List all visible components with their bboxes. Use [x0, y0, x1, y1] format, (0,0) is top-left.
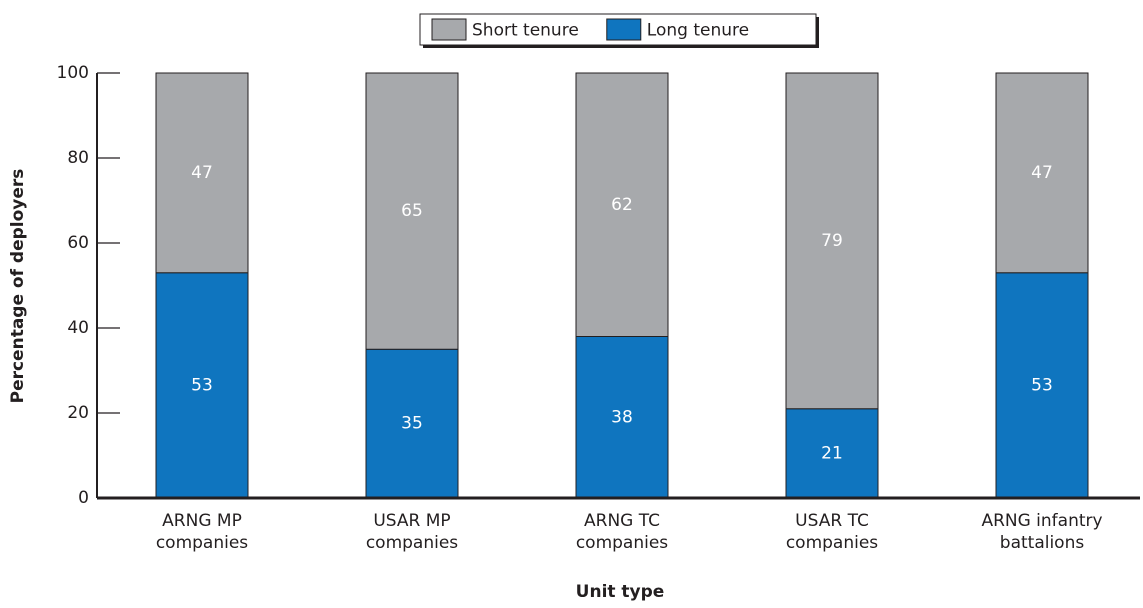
bar-segment	[575, 72, 669, 337]
x-tick-label: USAR MP companies	[365, 511, 459, 553]
value-label: 62	[611, 195, 633, 215]
bar-segment	[785, 72, 879, 410]
bar-segment	[365, 348, 459, 499]
x-tick-label: ARNG MP companies	[155, 511, 249, 553]
bar-segment	[365, 72, 459, 350]
x-tick-label: USAR TC companies	[785, 511, 879, 553]
x-tick-label: ARNG infantry battalions	[981, 511, 1103, 553]
value-label: 65	[401, 201, 423, 221]
value-label: 35	[401, 414, 423, 434]
x-tick-label: ARNG TC companies	[575, 511, 669, 553]
value-label: 47	[1031, 163, 1053, 183]
y-axis-label: Percentage of deployers	[8, 169, 28, 404]
value-label: 79	[821, 231, 843, 251]
legend-label: Long tenure	[647, 21, 749, 41]
legend-label: Short tenure	[472, 21, 579, 41]
value-label: 21	[821, 443, 843, 463]
legend-swatch	[606, 18, 642, 41]
y-tick-label: 0	[78, 488, 89, 508]
value-label: 38	[611, 407, 633, 427]
value-label: 53	[1031, 375, 1053, 395]
bar-segment	[575, 336, 669, 499]
y-tick-label: 20	[67, 403, 89, 423]
y-tick-label: 60	[67, 233, 89, 253]
y-tick-label: 100	[57, 63, 89, 83]
value-label: 47	[191, 163, 213, 183]
legend-swatch	[431, 18, 467, 41]
y-tick-label: 40	[67, 318, 89, 338]
value-label: 53	[191, 375, 213, 395]
bar-segment	[785, 408, 879, 499]
y-tick-label: 80	[67, 148, 89, 168]
bar-segment	[155, 72, 249, 274]
bar-segment	[995, 72, 1089, 274]
x-axis-label: Unit type	[576, 582, 665, 602]
